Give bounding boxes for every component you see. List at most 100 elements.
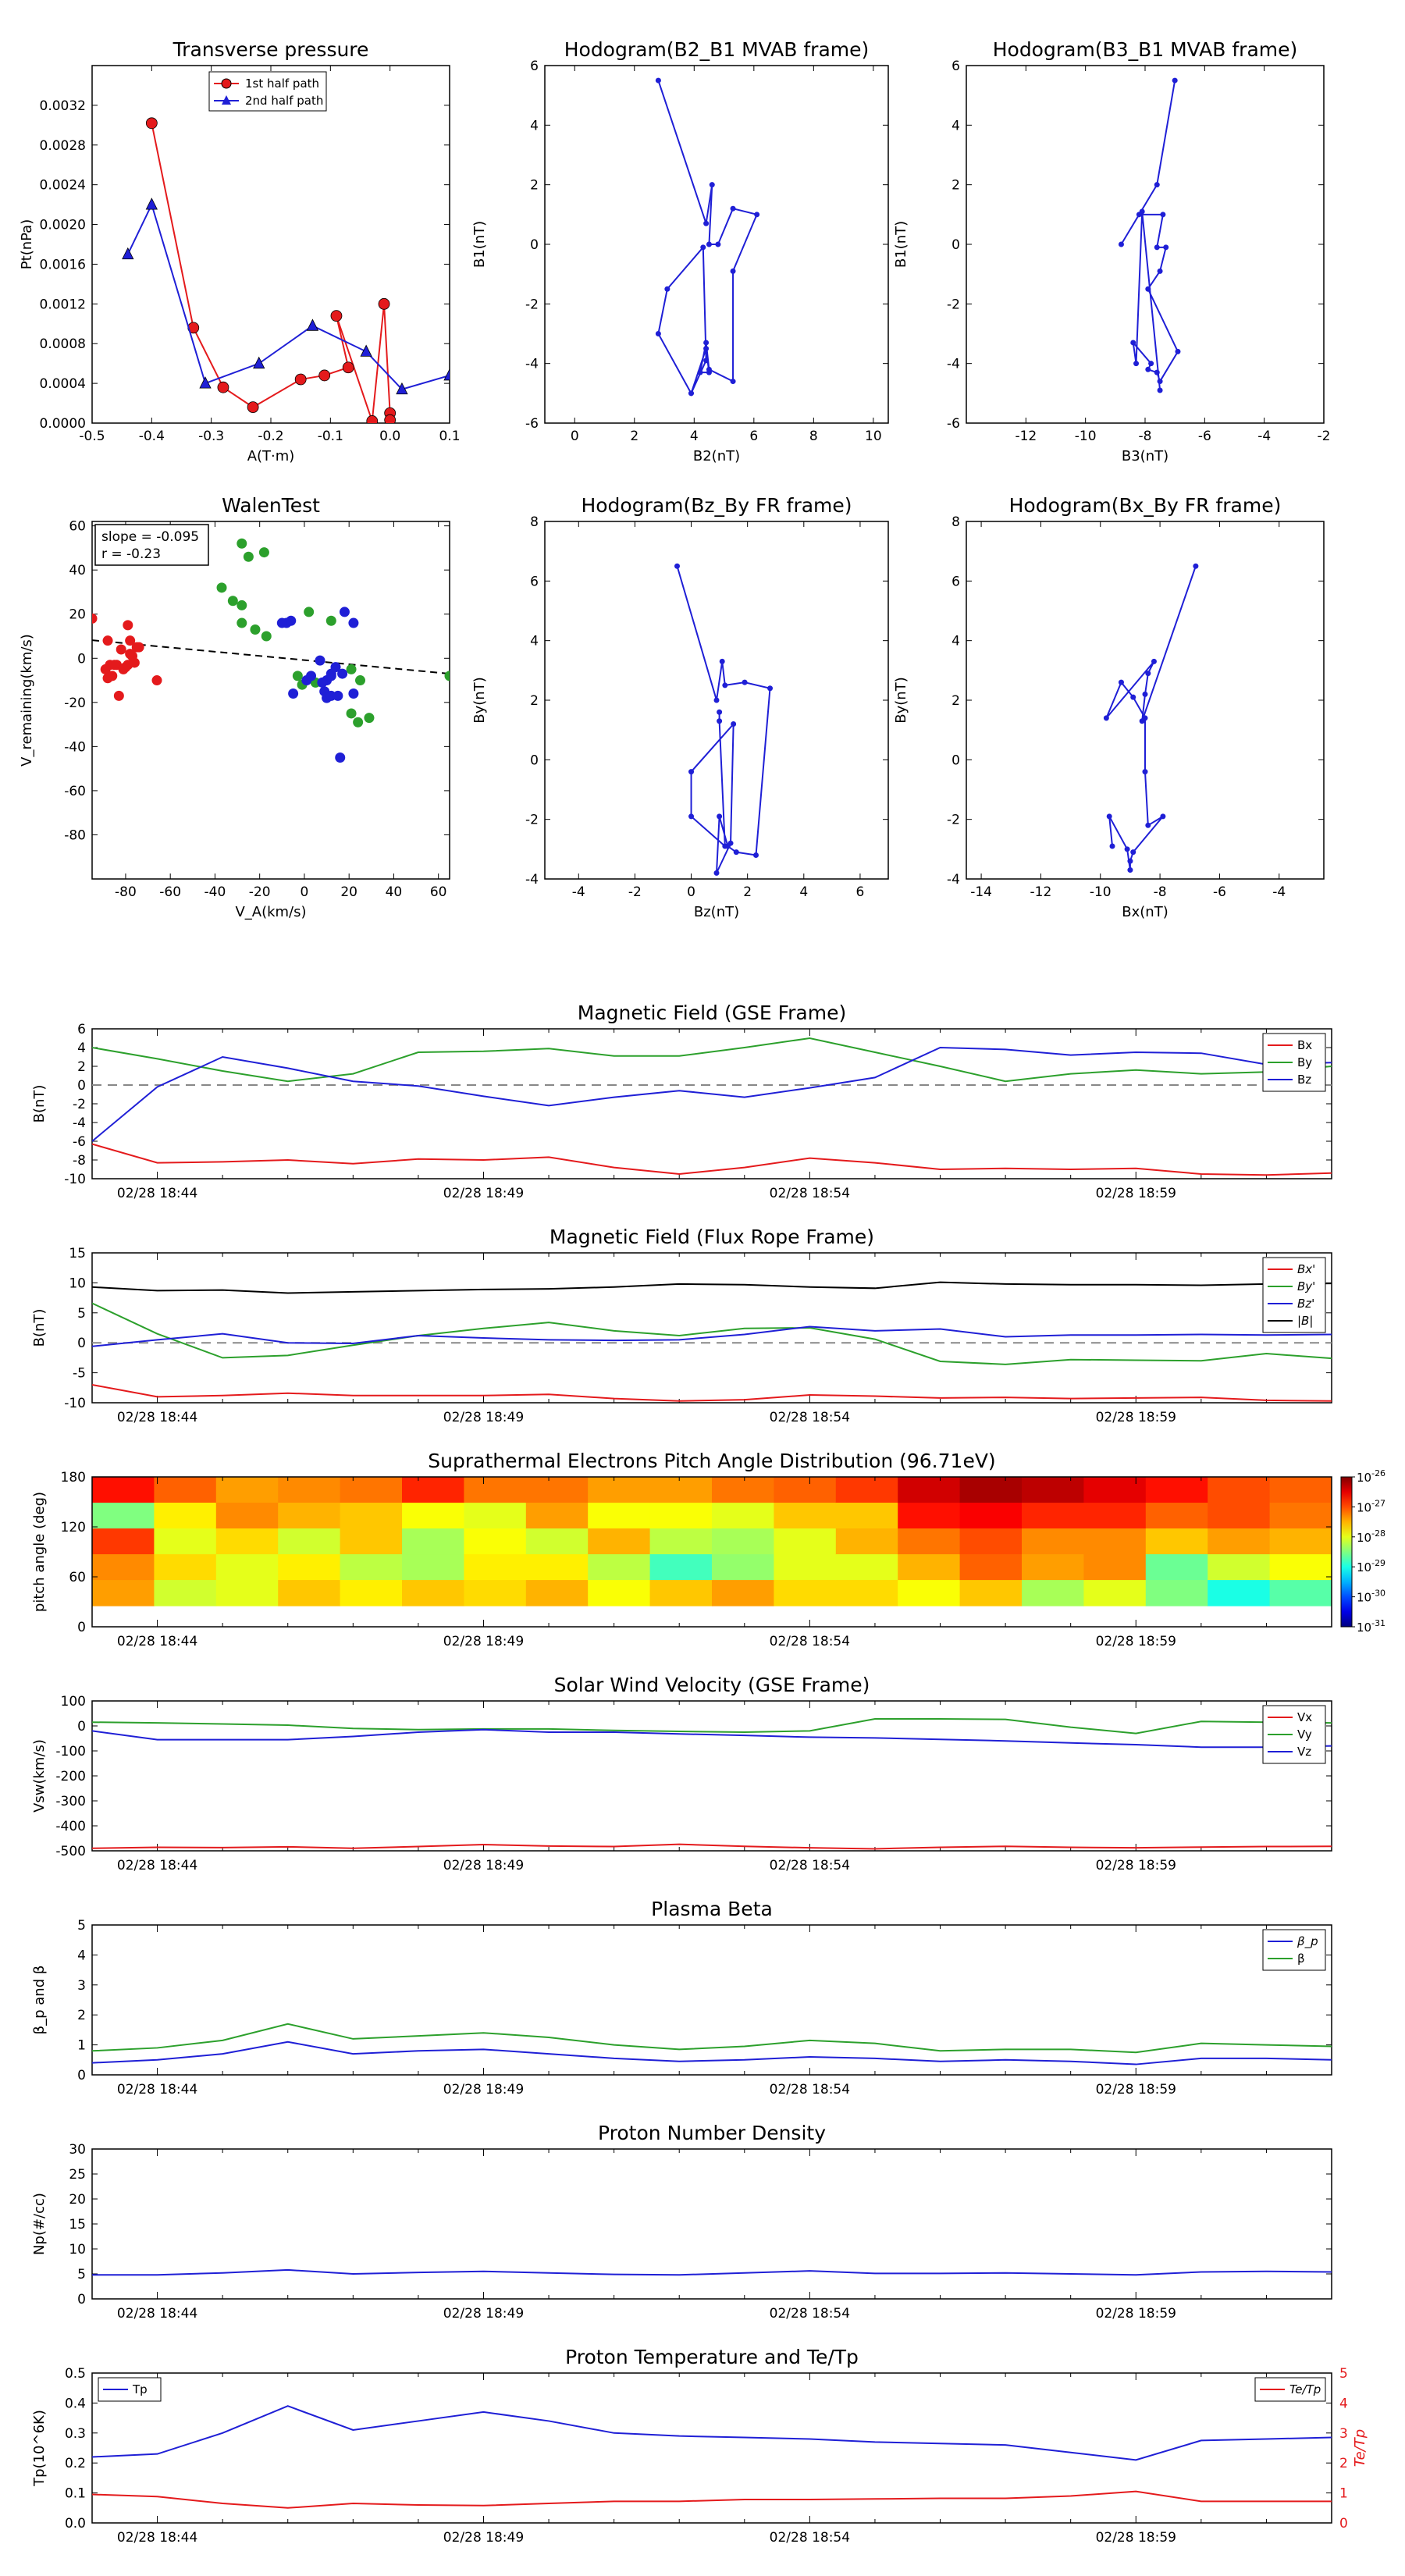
y-tick-label: 0.0008	[40, 336, 86, 352]
y-tick-label: 0.2	[65, 2456, 86, 2471]
data-point	[742, 679, 748, 685]
heatmap-cell	[340, 1503, 403, 1529]
x-tick-label: -4	[1257, 429, 1271, 444]
heatmap-cell	[525, 1477, 589, 1503]
data-point	[151, 675, 162, 686]
x-tick-label: 10	[865, 429, 882, 444]
data-point	[1127, 867, 1133, 873]
heatmap-cell	[649, 1528, 713, 1555]
x-tick-label: -0.5	[79, 429, 105, 444]
heatmap-cell	[649, 1554, 713, 1581]
x-tick-label: 02/28 18:44	[117, 1410, 197, 1425]
heatmap-cell	[774, 1554, 837, 1581]
data-point	[288, 688, 299, 699]
chart-title: Magnetic Field (Flux Rope Frame)	[550, 1226, 874, 1248]
data-point	[360, 344, 372, 357]
chart-title: Hodogram(B3_B1 MVAB frame)	[993, 38, 1298, 61]
legend-label: 2nd half path	[245, 94, 323, 108]
y-tick-label: 10	[69, 2242, 86, 2258]
heatmap-cell	[215, 1477, 279, 1503]
legend-box	[1262, 1929, 1326, 1971]
y-tick-label: 0	[77, 651, 86, 667]
plot-area	[1103, 563, 1199, 873]
heatmap-cell	[525, 1554, 589, 1581]
data-point	[306, 318, 319, 331]
x-tick-label: 02/28 18:49	[443, 2530, 524, 2546]
y-tick-label: 0	[530, 753, 539, 768]
heatmap-cell	[1083, 1528, 1147, 1555]
data-point	[688, 390, 694, 397]
chart-solar_wind_velocity: Solar Wind Velocity (GSE Frame) 02/28 18:…	[31, 1674, 1332, 1873]
x-tick-label: 0	[571, 429, 579, 444]
data-point	[199, 376, 212, 389]
series-line-By'	[92, 1302, 1332, 1365]
y-tick-label: -6	[73, 1134, 86, 1150]
heatmap-cell	[1208, 1528, 1271, 1555]
data-point	[713, 870, 720, 876]
y-tick-label: 4	[77, 1948, 86, 1963]
data-point	[306, 671, 317, 681]
series-line	[151, 123, 391, 422]
data-point	[688, 813, 695, 820]
y-axis-label: B1(nT)	[471, 221, 488, 268]
heatmap-cell	[278, 1580, 341, 1606]
legend-label: Bx'	[1297, 1262, 1315, 1276]
x-tick-label: 0.1	[439, 429, 460, 444]
data-point	[722, 843, 728, 849]
legend-te-tp: Te/Tp	[1254, 2377, 1326, 2402]
plot-area	[92, 538, 450, 763]
x-tick-label: -6	[1198, 429, 1211, 444]
heatmap-cell	[1145, 1554, 1208, 1581]
plot-area	[655, 77, 760, 397]
heatmap-cell	[340, 1554, 403, 1581]
heatmap-cell	[898, 1477, 961, 1503]
heatmap-cell	[835, 1554, 898, 1581]
data-point	[1142, 691, 1148, 697]
y-axis-label: β_p and β	[31, 1966, 48, 2035]
data-point	[730, 379, 736, 385]
data-point	[703, 220, 710, 226]
x-tick-label: 02/28 18:44	[117, 2530, 197, 2546]
heatmap-cell	[712, 1503, 774, 1529]
data-point	[1154, 244, 1160, 251]
data-point	[1130, 849, 1136, 856]
plot-area	[92, 1718, 1332, 1850]
data-point	[125, 649, 136, 660]
heatmap-cell	[1083, 1554, 1147, 1581]
y-tick-label: 2	[530, 178, 539, 194]
y-tick-label: -2	[73, 1097, 86, 1112]
plot-frame	[91, 1476, 1332, 1628]
x-tick-label: -10	[1090, 884, 1112, 900]
data-point	[247, 401, 259, 414]
x-tick-label: 6	[749, 429, 758, 444]
y-tick-label: -4	[73, 1115, 86, 1131]
data-point	[339, 607, 350, 617]
heatmap-cell	[525, 1528, 589, 1555]
data-point	[92, 613, 98, 624]
x-tick-label: -4	[1272, 884, 1286, 900]
y-tick-label: 20	[69, 607, 86, 623]
heatmap-cell	[959, 1528, 1023, 1555]
heatmap-cell	[959, 1477, 1023, 1503]
x-tick-label: 02/28 18:59	[1096, 1186, 1176, 1201]
x-tick-label: 02/28 18:44	[117, 1186, 197, 1201]
y-tick-label: 0.0020	[40, 218, 86, 233]
x-tick-label: 02/28 18:59	[1096, 2306, 1176, 2322]
data-point	[664, 286, 670, 292]
data-point	[754, 212, 760, 218]
data-point	[1175, 348, 1181, 354]
y-tick-label: -6	[947, 416, 960, 432]
y-right-tick-label: 1	[1339, 2486, 1348, 2502]
plot-area	[92, 2268, 1332, 2276]
y-axis-label: Pt(nPa)	[19, 219, 35, 269]
plot-area	[1118, 77, 1181, 393]
y-tick-label: 0.0004	[40, 376, 86, 392]
data-point	[700, 244, 706, 251]
data-point	[325, 671, 336, 681]
data-point	[674, 563, 681, 569]
data-point	[378, 297, 390, 310]
x-tick-label: 02/28 18:54	[770, 1634, 850, 1649]
data-point	[304, 607, 315, 617]
y-tick-label: 2	[530, 693, 539, 709]
y-tick-label: 0	[77, 2068, 86, 2083]
